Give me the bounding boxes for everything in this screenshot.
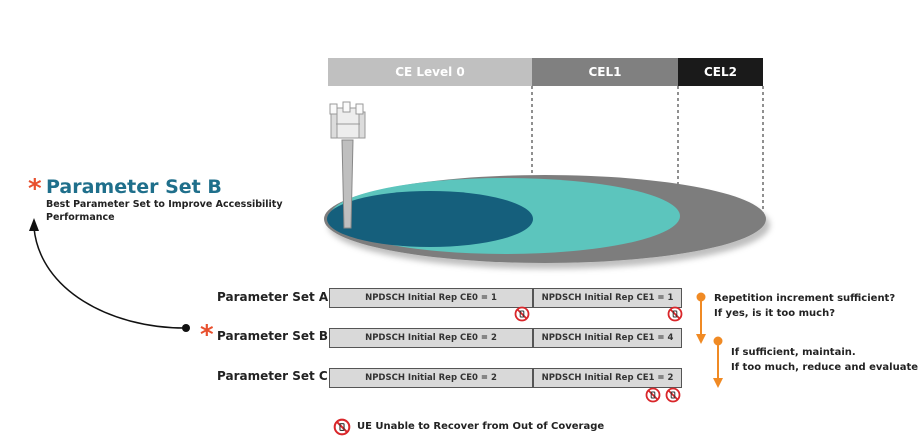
row-label-set-b: Parameter Set B [217,329,329,343]
row-label-set-a: Parameter Set A [217,290,329,304]
note-increment-check: Repetition increment sufficient? If yes,… [714,291,895,321]
cell-tower-icon [329,101,366,229]
note-maintain-line-2: If too much, reduce and evaluate [731,362,919,373]
prohibited-icon [665,387,681,403]
prohibited-icon [514,306,530,322]
orange-arrows [696,292,723,388]
callout-anchor-dot [182,324,190,332]
ce-level-0-bar: CE Level 0 [328,58,532,86]
legend-prohibited-icon [333,418,351,436]
set-c-ce0-cell: NPDSCH Initial Rep CE0 = 2 [329,368,533,388]
cel2-bar: CEL2 [678,58,763,86]
cel1-label: CEL1 [588,65,622,79]
note-maintain-line-1: If sufficient, maintain. [731,347,856,358]
legend-text: UE Unable to Recover from Out of Coverag… [357,421,605,432]
set-b-ce1-cell: NPDSCH Initial Rep CE1 = 4 [533,328,682,348]
prohibited-icon [645,387,661,403]
callout-arrowhead [29,218,39,231]
row-label-set-c: Parameter Set C [217,369,328,383]
set-b-asterisk-icon: * [200,320,214,350]
cel2-label: CEL2 [704,65,737,79]
cel1-bar: CEL1 [532,58,678,86]
set-a-ce1-cell: NPDSCH Initial Rep CE1 = 1 [533,288,682,308]
callout-curve-arrow [33,227,186,329]
note-increment-line-1: Repetition increment sufficient? [714,293,896,304]
set-c-ce1-cell: NPDSCH Initial Rep CE1 = 2 [533,368,682,388]
orange-arrow-2-head [713,378,723,388]
ce-level-0-label: CE Level 0 [395,65,465,79]
dashed-boundaries [531,86,764,220]
note-increment-line-2: If yes, is it too much? [714,308,836,319]
orange-arrow-1-head [696,334,706,344]
set-a-ce0-cell: NPDSCH Initial Rep CE0 = 1 [329,288,533,308]
callout-title: Parameter Set B [46,176,222,198]
callout-subtitle: Best Parameter Set to Improve Accessibil… [46,199,283,223]
prohibited-icon [667,306,683,322]
callout-asterisk-icon: * [28,174,42,204]
set-b-ce0-cell: NPDSCH Initial Rep CE0 = 2 [329,328,533,348]
note-maintain-or-reduce: If sufficient, maintain. If too much, re… [731,345,918,375]
ce0-coverage-ellipse [327,191,533,247]
